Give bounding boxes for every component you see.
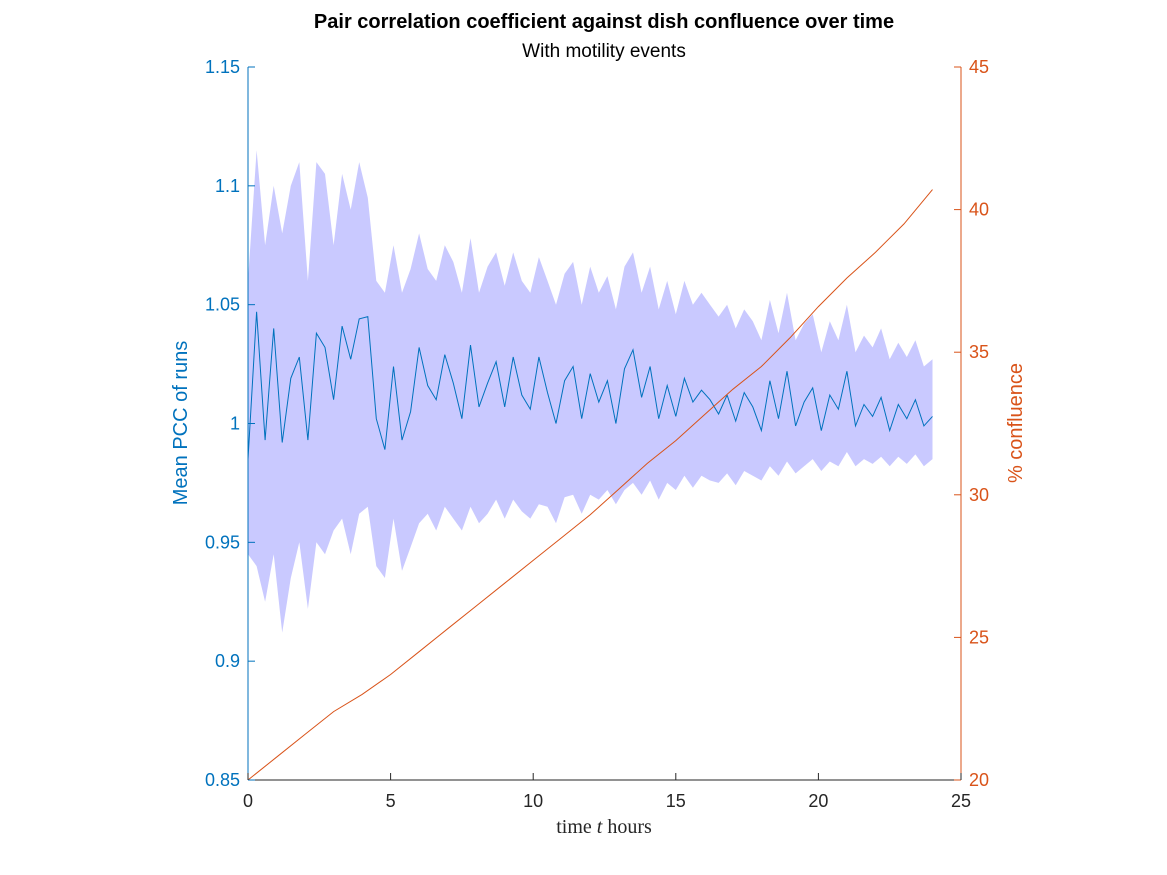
plot-area xyxy=(247,150,933,781)
left-tick-label: 1.15 xyxy=(205,57,240,77)
x-tick-label: 0 xyxy=(243,791,253,811)
x-tick-label: 20 xyxy=(808,791,828,811)
y-axis-label-left: Mean PCC of runs xyxy=(170,341,192,506)
left-tick-label: 0.9 xyxy=(215,651,240,671)
x-axis-label: time t hours xyxy=(556,816,652,838)
chart-title: Pair correlation coefficient against dis… xyxy=(314,11,894,33)
std-band xyxy=(248,150,933,633)
x-axis-label-post: hours xyxy=(602,816,652,838)
left-tick-label: 0.95 xyxy=(205,532,240,552)
left-tick-label: 1 xyxy=(230,414,240,434)
right-tick-label: 25 xyxy=(969,627,989,647)
chart-subtitle: With motility events xyxy=(522,41,686,62)
x-ticks: 0 5 10 15 20 25 xyxy=(243,773,971,811)
left-ticks: 0.85 0.9 0.95 1 1.05 1.1 1.15 xyxy=(205,57,255,790)
y-axis-label-right: % confluence xyxy=(1005,363,1027,483)
right-tick-label: 45 xyxy=(969,57,989,77)
left-tick-label: 0.85 xyxy=(205,770,240,790)
x-tick-label: 25 xyxy=(951,791,971,811)
x-axis-label-var: t xyxy=(597,816,603,838)
right-tick-label: 30 xyxy=(969,485,989,505)
x-tick-label: 15 xyxy=(666,791,686,811)
confluence-line xyxy=(247,189,933,781)
mean-pcc-line xyxy=(247,311,933,460)
right-tick-label: 35 xyxy=(969,342,989,362)
right-ticks: 20 25 30 35 40 45 xyxy=(954,57,989,790)
x-tick-label: 10 xyxy=(523,791,543,811)
x-axis-label-pre: time xyxy=(556,816,597,838)
right-tick-label: 40 xyxy=(969,200,989,220)
left-tick-label: 1.05 xyxy=(205,295,240,315)
x-tick-label: 5 xyxy=(386,791,396,811)
right-tick-label: 20 xyxy=(969,770,989,790)
left-tick-label: 1.1 xyxy=(215,176,240,196)
